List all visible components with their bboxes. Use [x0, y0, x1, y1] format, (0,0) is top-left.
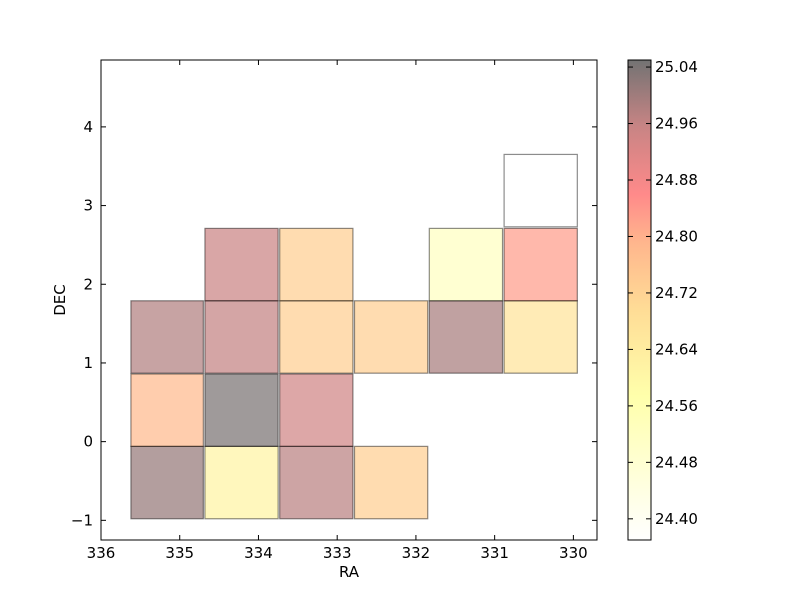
heatmap-cell — [279, 227, 354, 302]
y-tick-label: 3 — [83, 197, 93, 215]
heatmap-cell — [130, 300, 204, 374]
y-tick-label: 0 — [83, 433, 93, 451]
x-tick-label: 332 — [402, 544, 431, 562]
colorbar-tick-label: 24.96 — [655, 115, 698, 133]
heatmap-cell — [130, 373, 204, 447]
heatmap-cell — [204, 445, 279, 520]
heatmap-cell — [279, 300, 354, 374]
heatmap-cell — [353, 445, 429, 520]
y-tick-label: 1 — [83, 354, 93, 372]
heatmap-cell — [279, 445, 354, 520]
y-tick-label: 2 — [83, 275, 93, 293]
colorbar-tick-label: 25.04 — [655, 58, 698, 76]
colorbar-gradient — [628, 60, 651, 540]
colorbar-tick-label: 24.64 — [655, 340, 698, 358]
x-tick-label: 334 — [244, 544, 273, 562]
colorbar-tick-label: 24.80 — [655, 227, 698, 245]
x-tick-label: 331 — [480, 544, 509, 562]
colorbar-tick-label: 24.88 — [655, 171, 698, 189]
axes: 336 335 334 333 332 331 330 −1 0 1 2 3 4 — [71, 60, 597, 562]
heatmap-cell — [503, 300, 578, 374]
heatmap-cell — [204, 227, 279, 302]
x-tick-label: 335 — [165, 544, 194, 562]
colorbar: 24.40 24.48 24.56 24.64 24.72 24.80 24.88 24.96… — [627, 58, 698, 541]
colorbar-tick-label: 24.40 — [655, 510, 698, 528]
heatmap-cell — [503, 227, 578, 302]
colorbar-frame — [627, 59, 652, 541]
heatmap-cell — [428, 227, 504, 302]
plot-frame — [100, 59, 598, 541]
heatmap-cells — [130, 153, 578, 520]
x-axis-label: RA — [339, 563, 360, 581]
heatmap-cell — [204, 373, 279, 447]
heatmap-cell — [353, 300, 429, 374]
heatmap-cell — [503, 153, 578, 228]
heatmap-cell — [204, 300, 279, 374]
x-tick-label: 333 — [323, 544, 352, 562]
y-tick-label: 4 — [83, 118, 93, 136]
colorbar-tick-label: 24.56 — [655, 397, 698, 415]
heatmap-cell — [279, 373, 354, 447]
heatmap-cell — [428, 300, 504, 374]
heatmap-cell — [130, 445, 204, 520]
colorbar-tick-label: 24.48 — [655, 453, 698, 471]
x-tick-label: 336 — [87, 544, 116, 562]
x-tick-label: 330 — [559, 544, 588, 562]
y-axis-label: DEC — [51, 284, 69, 316]
y-tick-label: −1 — [71, 511, 93, 529]
colorbar-tick-label: 24.72 — [655, 284, 698, 302]
